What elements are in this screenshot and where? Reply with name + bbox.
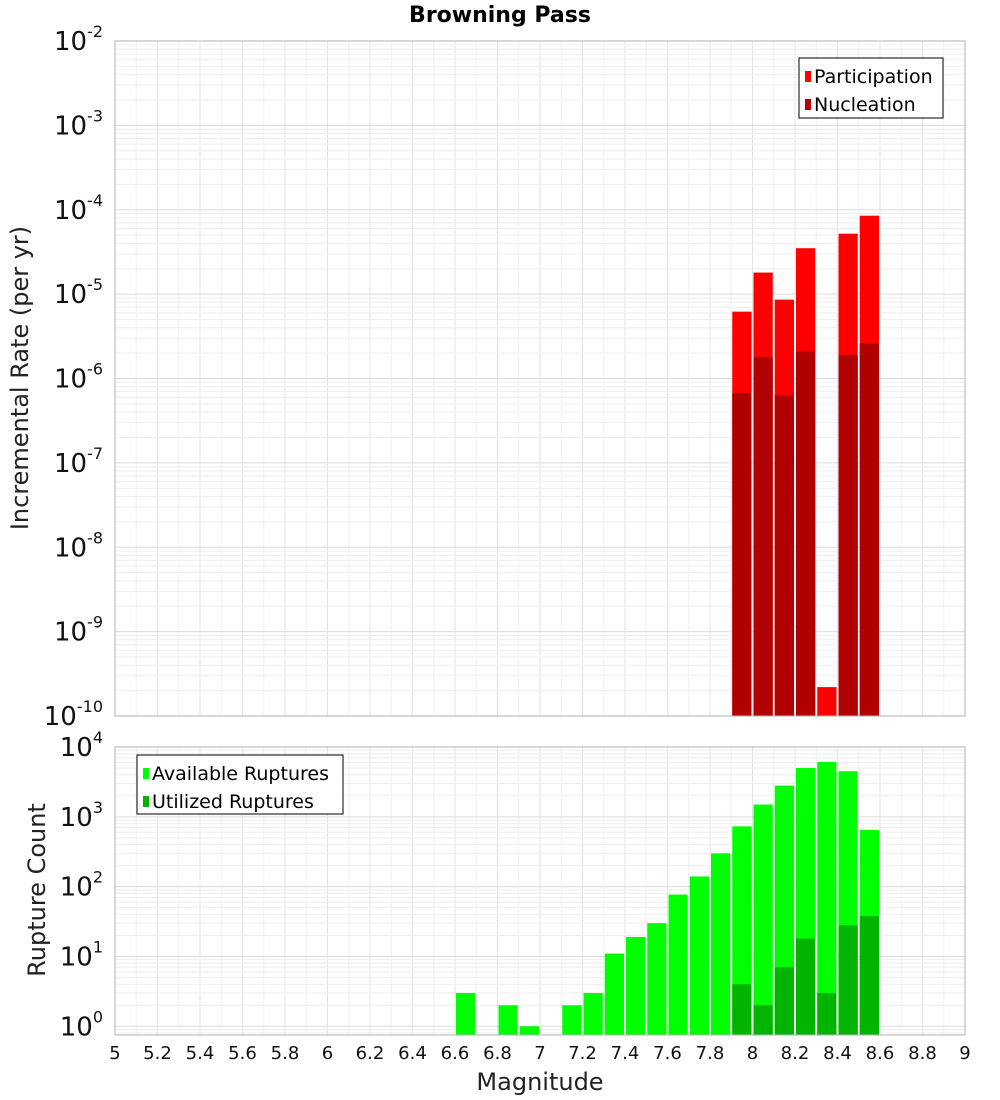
bottom-legend-swatch <box>143 796 149 807</box>
top-y-tick-label: 10-10 <box>44 697 103 732</box>
bottom-series-a-bar <box>647 923 667 1035</box>
x-tick-label: 8.4 <box>823 1043 852 1064</box>
bottom-series-b-bar <box>774 967 794 1035</box>
x-tick-label: 6.4 <box>398 1043 427 1064</box>
x-tick-label: 6 <box>322 1043 333 1064</box>
top-y-tick-label: 10-6 <box>54 360 103 395</box>
bottom-series-a-bar <box>456 992 476 1035</box>
top-legend-swatch <box>805 99 811 110</box>
x-tick-label: 5.8 <box>271 1043 300 1064</box>
bottom-series-a-bar <box>668 894 688 1035</box>
bottom-y-axis-label: Rupture Count <box>23 803 51 977</box>
top-plot-bars <box>732 215 879 717</box>
top-legend-label: Nucleation <box>814 94 916 116</box>
bottom-plot-bars <box>456 761 879 1035</box>
x-tick-label: 5.4 <box>186 1043 215 1064</box>
x-tick-label: 6.8 <box>483 1043 512 1064</box>
top-series-b-bar <box>796 351 816 716</box>
x-axis-label: Magnitude <box>476 1068 603 1096</box>
bottom-plot-frame: 100 101 102 103 104 <box>60 728 966 1042</box>
bottom-legend-swatch <box>143 768 149 779</box>
bottom-series-b-bar <box>796 938 816 1035</box>
top-plot-grid <box>115 41 965 716</box>
bottom-y-tick-label: 104 <box>60 728 103 763</box>
x-tick-label: 5.6 <box>228 1043 257 1064</box>
top-y-tick-label: 10-7 <box>54 444 103 479</box>
top-y-tick-label: 10-5 <box>54 275 103 310</box>
bottom-series-a-bar <box>817 761 837 1035</box>
top-plot-frame: 10-10 10-9 10-8 10-7 10-6 10-5 10-4 10-3 10-2 <box>44 22 966 732</box>
top-legend: Participation Nucleation <box>798 57 944 119</box>
x-tick-label: 5.2 <box>143 1043 172 1064</box>
x-tick-label: 8.6 <box>866 1043 895 1064</box>
bottom-series-a-bar <box>753 804 773 1035</box>
bottom-legend-label: Available Ruptures <box>152 763 329 785</box>
bottom-series-b-bar <box>859 915 879 1035</box>
x-tick-label: 5 <box>109 1043 120 1064</box>
top-y-tick-label: 10-4 <box>54 191 103 226</box>
x-tick-labels: 5 5.2 5.4 5.6 5.8 6 6.2 6.4 6.6 6.8 7 7.2 7.4 7.6 7.8 8… <box>109 1043 970 1064</box>
bottom-y-tick-label: 102 <box>60 868 103 903</box>
bottom-series-a-bar <box>498 1005 518 1035</box>
x-tick-label: 6.2 <box>356 1043 385 1064</box>
top-y-tick-label: 10-3 <box>54 106 103 141</box>
bottom-series-a-bar <box>583 992 603 1035</box>
bottom-series-a-bar <box>519 1026 539 1035</box>
bottom-legend-box <box>136 754 344 815</box>
top-series-b-bar <box>859 343 879 716</box>
bottom-legend: Available Ruptures Utilized Ruptures <box>136 754 344 815</box>
top-series-b-bar <box>732 393 752 716</box>
x-tick-label: 8.2 <box>781 1043 810 1064</box>
x-tick-label: 7.4 <box>611 1043 640 1064</box>
x-tick-label: 7.2 <box>568 1043 597 1064</box>
top-series-b-bar <box>838 354 858 716</box>
bottom-series-a-bar <box>626 936 646 1035</box>
top-y-tick-label: 10-2 <box>54 22 103 57</box>
x-tick-label: 9 <box>959 1043 970 1064</box>
bottom-series-a-bar <box>689 876 709 1035</box>
top-series-b-bar <box>753 356 773 716</box>
top-y-tick-label: 10-9 <box>54 613 103 648</box>
bottom-series-a-bar <box>732 826 752 1035</box>
bottom-series-a-bar <box>711 853 731 1035</box>
top-series-b-bar <box>774 395 794 716</box>
x-tick-label: 7.6 <box>653 1043 682 1064</box>
bottom-series-b-bar <box>732 984 752 1035</box>
bottom-series-b-bar <box>753 1005 773 1035</box>
x-tick-label: 7.8 <box>696 1043 725 1064</box>
x-tick-label: 8 <box>747 1043 758 1064</box>
bottom-y-tick-label: 103 <box>60 798 103 833</box>
bottom-y-tick-label: 101 <box>60 937 103 972</box>
top-legend-swatch <box>805 71 811 82</box>
top-y-tick-label: 10-8 <box>54 528 103 563</box>
x-tick-label: 6.6 <box>441 1043 470 1064</box>
bottom-series-b-bar <box>838 925 858 1035</box>
x-tick-label: 7 <box>534 1043 545 1064</box>
top-series-a-bar <box>817 687 837 716</box>
bottom-series-b-bar <box>817 992 837 1035</box>
bottom-y-tick-label: 100 <box>60 1007 103 1042</box>
chart-title: Browning Pass <box>409 3 591 28</box>
top-legend-box <box>798 57 944 119</box>
bottom-series-a-bar <box>562 1005 582 1035</box>
x-tick-label: 8.8 <box>908 1043 937 1064</box>
bottom-series-a-bar <box>604 953 624 1035</box>
top-legend-label: Participation <box>814 66 933 88</box>
top-y-axis-label: Incremental Rate (per yr) <box>6 226 34 530</box>
bottom-legend-label: Utilized Ruptures <box>152 791 314 813</box>
